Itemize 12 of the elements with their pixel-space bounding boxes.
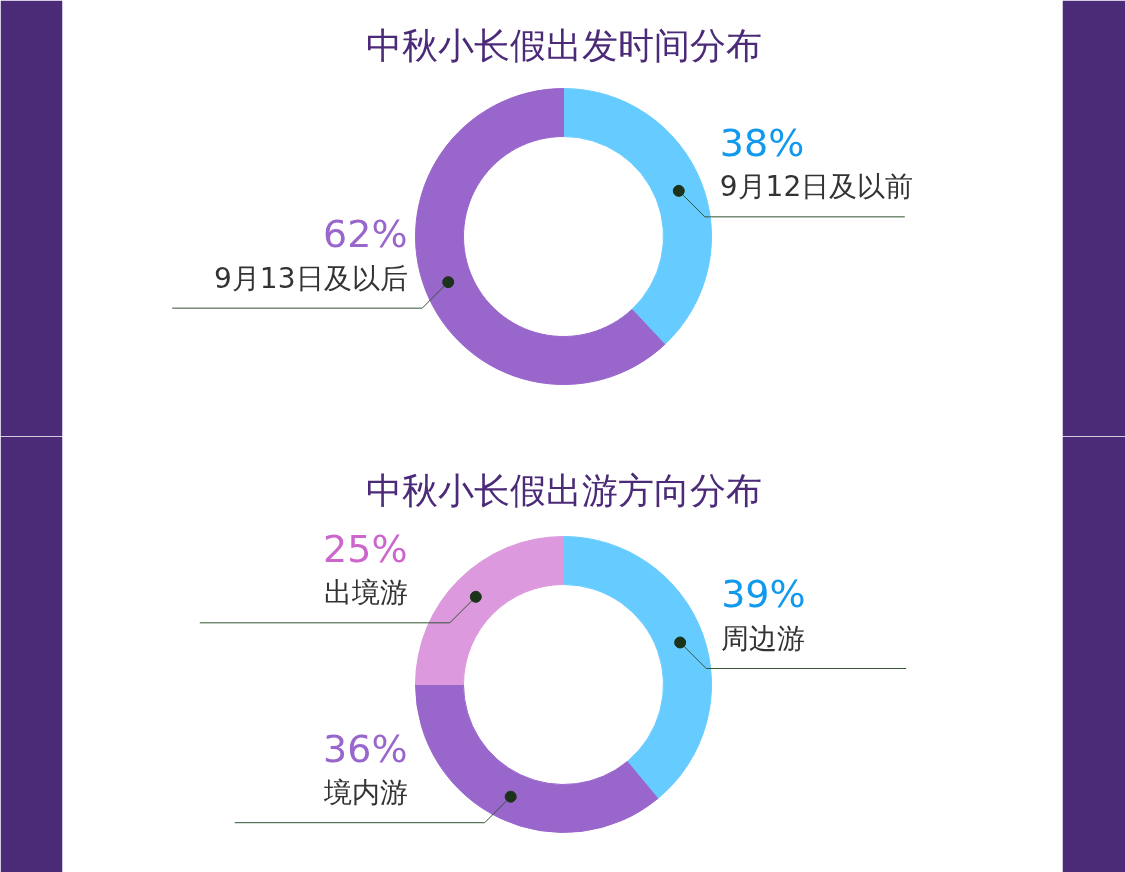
slice-label: 周边游: [721, 622, 806, 655]
chart-title: 中秋小长假出发时间分布: [365, 25, 762, 66]
slice-label: 境内游: [322, 776, 408, 810]
slice-label: 9月13日及以后: [214, 261, 408, 295]
chart-title: 中秋小长假出游方向分布: [365, 470, 762, 511]
slice-label: 9月12日及以前: [719, 170, 914, 204]
data-label: 39%: [721, 572, 806, 617]
data-label: 36%: [323, 726, 408, 771]
data-label: 25%: [323, 526, 408, 571]
slice-label: 出境游: [323, 576, 408, 610]
data-label: 62%: [323, 212, 408, 257]
data-label: 38%: [719, 120, 805, 165]
